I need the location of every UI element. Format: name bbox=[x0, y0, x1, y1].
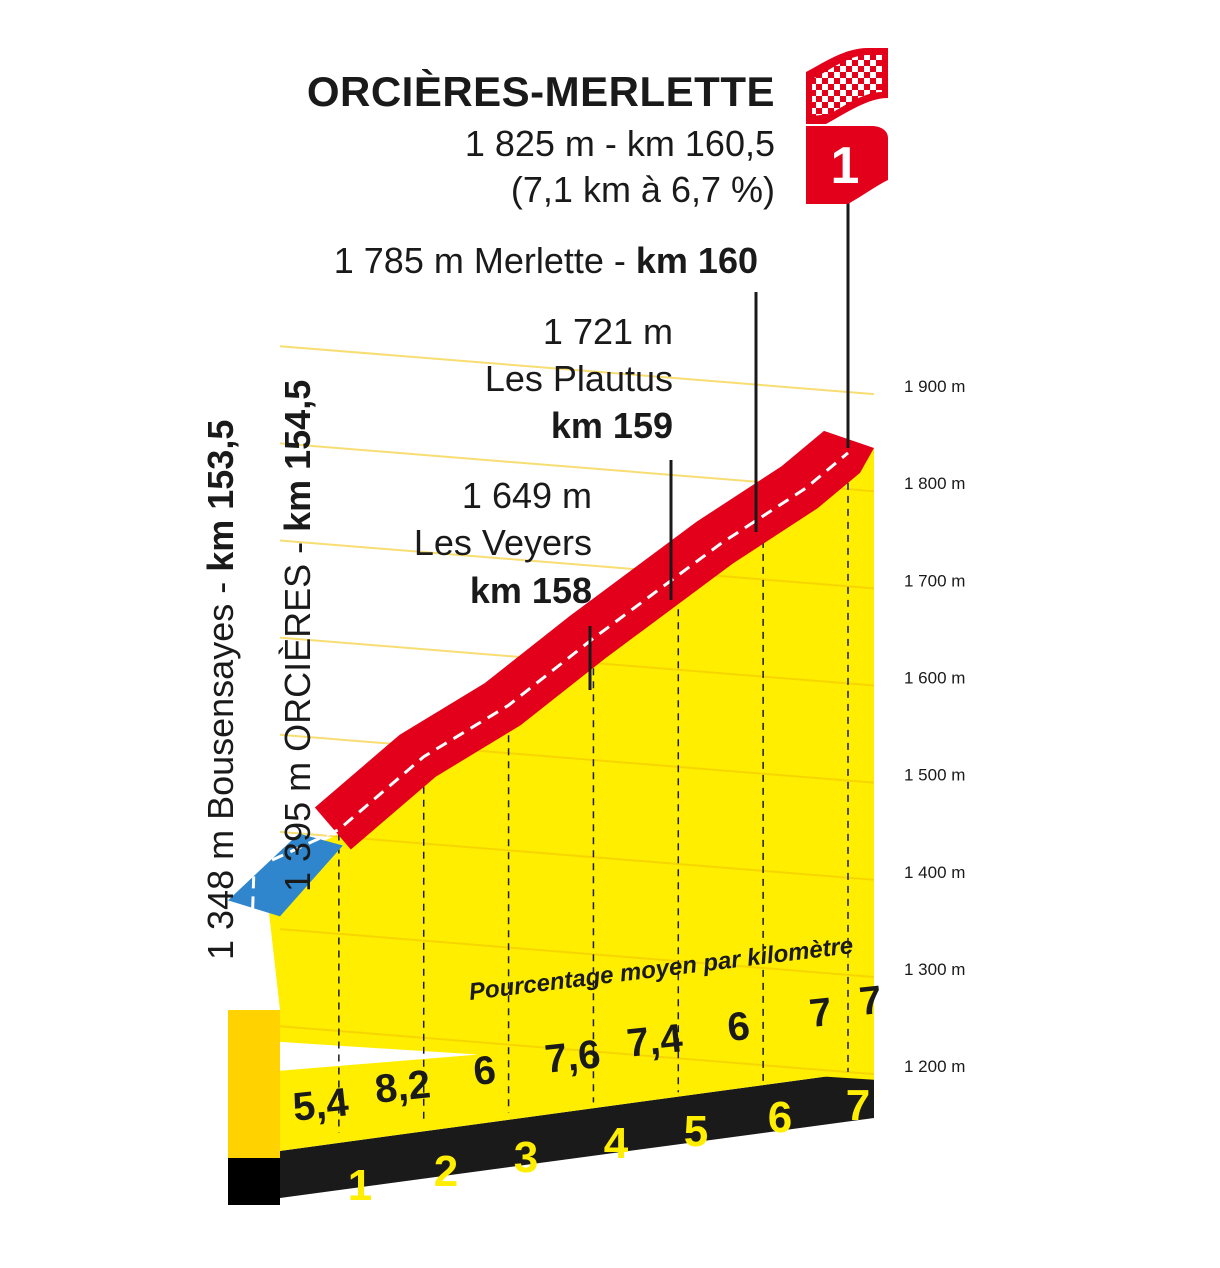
km-gradient-label: 7,6 bbox=[543, 1032, 603, 1082]
km-marker-label: 2 bbox=[434, 1147, 458, 1196]
point-merlette-name: 1 785 m Merlette - bbox=[334, 240, 636, 281]
grid-line bbox=[279, 733, 875, 784]
y-tick-label: 1 500 m bbox=[904, 766, 965, 785]
start-label-bousensayes-km: km 153,5 bbox=[200, 420, 241, 572]
y-tick-label: 1 300 m bbox=[904, 960, 965, 979]
km-marker-label: 6 bbox=[768, 1093, 792, 1142]
km-gradient-label: 6 bbox=[471, 1048, 498, 1094]
grid-line bbox=[279, 928, 875, 978]
point-veyers-name: Les Veyers bbox=[414, 522, 592, 563]
start-label-bousensayes: 1 348 m Bousensayes - km 153,5 bbox=[200, 420, 241, 960]
km-gradient-label: 8,2 bbox=[373, 1062, 433, 1112]
y-tick-label: 1 600 m bbox=[904, 669, 965, 688]
km-gradient-label: 7 bbox=[807, 990, 834, 1036]
finish-climb-stats: (7,1 km à 6,7 %) bbox=[511, 169, 775, 210]
km-gradient-label: 7,4 bbox=[625, 1016, 686, 1066]
y-tick-label: 1 400 m bbox=[904, 863, 965, 882]
km-marker-label: 4 bbox=[604, 1119, 629, 1168]
start-label-bousensayes-text: 1 348 m Bousensayes - bbox=[200, 572, 241, 960]
km-marker-label: 1 bbox=[348, 1161, 372, 1210]
finish-altitude-km: 1 825 m - km 160,5 bbox=[465, 123, 775, 164]
km-gradient-label: 5,4 bbox=[291, 1080, 352, 1130]
start-side-face-dark bbox=[228, 1158, 280, 1205]
grid-line bbox=[279, 1025, 875, 1076]
grid-line bbox=[279, 345, 875, 396]
point-plautus-name: Les Plautus bbox=[485, 358, 673, 399]
start-label-orcieres: 1 395 m ORCIÈRES - km 154,5 bbox=[277, 380, 318, 892]
finish-flag-icon bbox=[806, 48, 888, 124]
point-plautus-alt: 1 721 m bbox=[543, 311, 673, 352]
finish-name: ORCIÈRES-MERLETTE bbox=[307, 68, 775, 115]
point-plautus-km: km 159 bbox=[551, 405, 673, 446]
y-tick-label: 1 700 m bbox=[904, 571, 965, 590]
start-side-face bbox=[228, 1010, 280, 1205]
grid-line bbox=[279, 539, 875, 590]
category-badge-icon: 1 bbox=[806, 126, 888, 204]
y-tick-label: 1 900 m bbox=[904, 377, 965, 396]
y-tick-label: 1 200 m bbox=[904, 1057, 965, 1076]
road-centre-line bbox=[250, 451, 849, 929]
point-merlette-km: km 160 bbox=[636, 240, 758, 281]
km-marker-label: 7 bbox=[846, 1081, 870, 1130]
grid-line bbox=[279, 830, 875, 881]
point-veyers-km: km 158 bbox=[470, 570, 592, 611]
point-veyers-alt: 1 649 m bbox=[462, 475, 592, 516]
road-start-flat bbox=[228, 833, 343, 917]
point-label-merlette: 1 785 m Merlette - km 160 bbox=[334, 240, 758, 281]
start-label-orcieres-km: km 154,5 bbox=[277, 380, 318, 532]
category-badge-label: 1 bbox=[831, 137, 860, 195]
start-label-orcieres-text: 1 395 m ORCIÈRES - bbox=[277, 532, 318, 892]
km-gradient-label: 7 bbox=[857, 978, 884, 1024]
profile-area bbox=[264, 448, 874, 1080]
km-gradient-label: 6 bbox=[725, 1004, 752, 1050]
km-marker-label: 3 bbox=[514, 1133, 538, 1182]
y-tick-label: 1 800 m bbox=[904, 474, 965, 493]
floor-black-band bbox=[228, 1070, 874, 1205]
km-marker-label: 5 bbox=[684, 1107, 708, 1156]
